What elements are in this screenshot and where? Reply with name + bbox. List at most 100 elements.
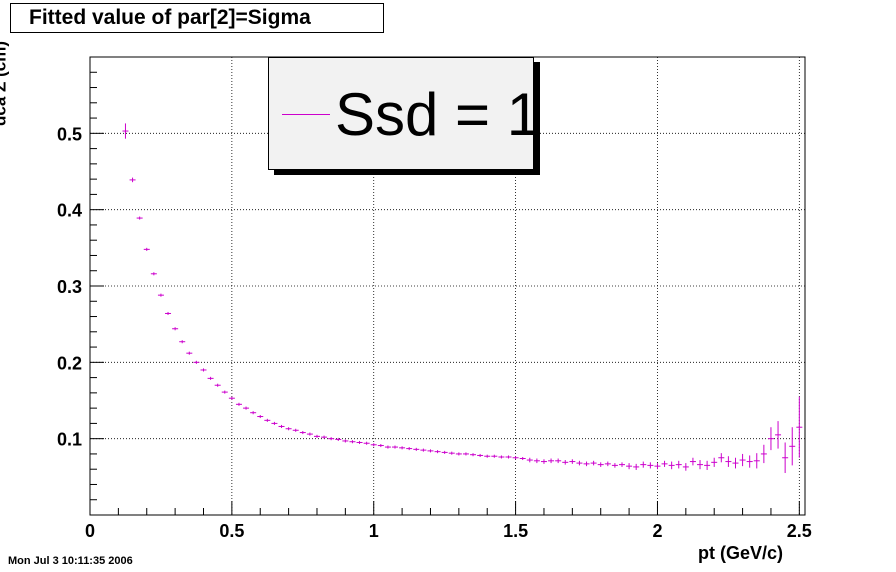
data-point xyxy=(505,455,512,459)
data-point xyxy=(484,454,491,458)
data-point xyxy=(796,396,803,458)
data-point xyxy=(136,216,143,220)
data-point xyxy=(526,457,533,463)
data-point xyxy=(434,450,441,454)
x-tick-label: 0.5 xyxy=(219,521,244,541)
data-point xyxy=(661,460,668,467)
data-point xyxy=(604,461,611,467)
data-point xyxy=(782,442,789,474)
data-point xyxy=(725,456,732,467)
data-point xyxy=(278,424,285,428)
data-point xyxy=(540,459,547,464)
data-point xyxy=(250,411,257,415)
data-point xyxy=(392,445,399,449)
data-point xyxy=(739,453,746,467)
y-tick-label: 0.5 xyxy=(57,124,82,144)
data-point xyxy=(129,177,136,183)
data-point xyxy=(704,460,711,470)
y-tick-label: 0.4 xyxy=(57,201,82,221)
chart-title: Fitted value of par[2]=Sigma xyxy=(10,3,384,33)
y-tick-label: 0.2 xyxy=(57,353,82,373)
data-point xyxy=(321,435,328,439)
data-point xyxy=(682,463,689,471)
data-point xyxy=(455,452,462,456)
data-point xyxy=(611,463,618,468)
data-point xyxy=(413,447,420,451)
data-point xyxy=(618,462,625,467)
data-point xyxy=(299,431,306,435)
data-point xyxy=(427,449,434,453)
data-point xyxy=(235,402,242,406)
data-point xyxy=(306,432,313,436)
data-point xyxy=(420,448,427,452)
data-point xyxy=(519,456,526,461)
data-point xyxy=(675,460,682,469)
data-point xyxy=(668,461,675,470)
data-point xyxy=(356,440,363,445)
data-point xyxy=(732,457,739,469)
data-point xyxy=(746,455,753,468)
data-point xyxy=(491,454,498,458)
data-point xyxy=(271,421,278,425)
data-point xyxy=(718,453,725,463)
data-point xyxy=(448,451,455,455)
data-point xyxy=(172,327,179,331)
axis-ticks xyxy=(89,71,800,515)
data-point xyxy=(377,444,384,448)
data-point xyxy=(406,447,413,451)
data-point xyxy=(597,462,604,467)
data-point xyxy=(647,462,654,469)
legend-line-swatch xyxy=(282,114,330,115)
x-tick-label: 2.5 xyxy=(787,521,812,541)
y-tick-labels: 0.1 0.2 0.3 0.4 0.5 xyxy=(57,124,82,449)
data-point xyxy=(689,457,696,466)
legend: Ssd = 1 xyxy=(268,57,540,170)
data-point xyxy=(143,247,150,251)
y-tick-label: 0.3 xyxy=(57,277,82,297)
y-tick-label: 0.1 xyxy=(57,430,82,450)
data-point xyxy=(767,427,774,451)
data-point xyxy=(349,440,356,444)
data-point xyxy=(328,437,335,441)
data-point xyxy=(548,458,555,464)
data-point xyxy=(775,421,782,449)
data-points xyxy=(122,123,803,474)
data-point xyxy=(228,396,235,400)
x-tick-label: 1.5 xyxy=(503,521,528,541)
data-point xyxy=(576,460,583,466)
data-point xyxy=(257,415,264,419)
data-point xyxy=(165,311,172,316)
data-point xyxy=(626,463,633,470)
data-point xyxy=(335,437,342,441)
data-point xyxy=(533,458,540,464)
data-point xyxy=(562,460,569,465)
data-point xyxy=(363,441,370,445)
data-point xyxy=(441,450,448,454)
data-point xyxy=(760,444,767,464)
data-point xyxy=(313,434,320,438)
data-point xyxy=(583,461,590,467)
data-point xyxy=(640,461,647,468)
data-point xyxy=(470,453,477,457)
data-point xyxy=(200,368,207,372)
data-point xyxy=(462,452,469,456)
data-point xyxy=(122,123,129,139)
x-tick-label: 1 xyxy=(369,521,379,541)
data-point xyxy=(179,340,186,344)
data-point xyxy=(292,428,299,432)
data-point xyxy=(498,455,505,459)
data-point xyxy=(186,351,193,355)
data-point xyxy=(590,460,597,466)
data-point xyxy=(555,458,562,464)
x-tick-label: 0 xyxy=(85,521,95,541)
data-point xyxy=(221,390,228,394)
data-point xyxy=(399,446,406,450)
y-axis-label: dca Z (cm) xyxy=(0,40,10,126)
data-point xyxy=(697,460,704,470)
data-point xyxy=(512,456,519,460)
timestamp: Mon Jul 3 10:11:35 2006 xyxy=(8,555,133,567)
data-point xyxy=(207,376,214,380)
data-point xyxy=(214,383,221,387)
data-point xyxy=(157,293,164,297)
data-point xyxy=(264,418,271,422)
